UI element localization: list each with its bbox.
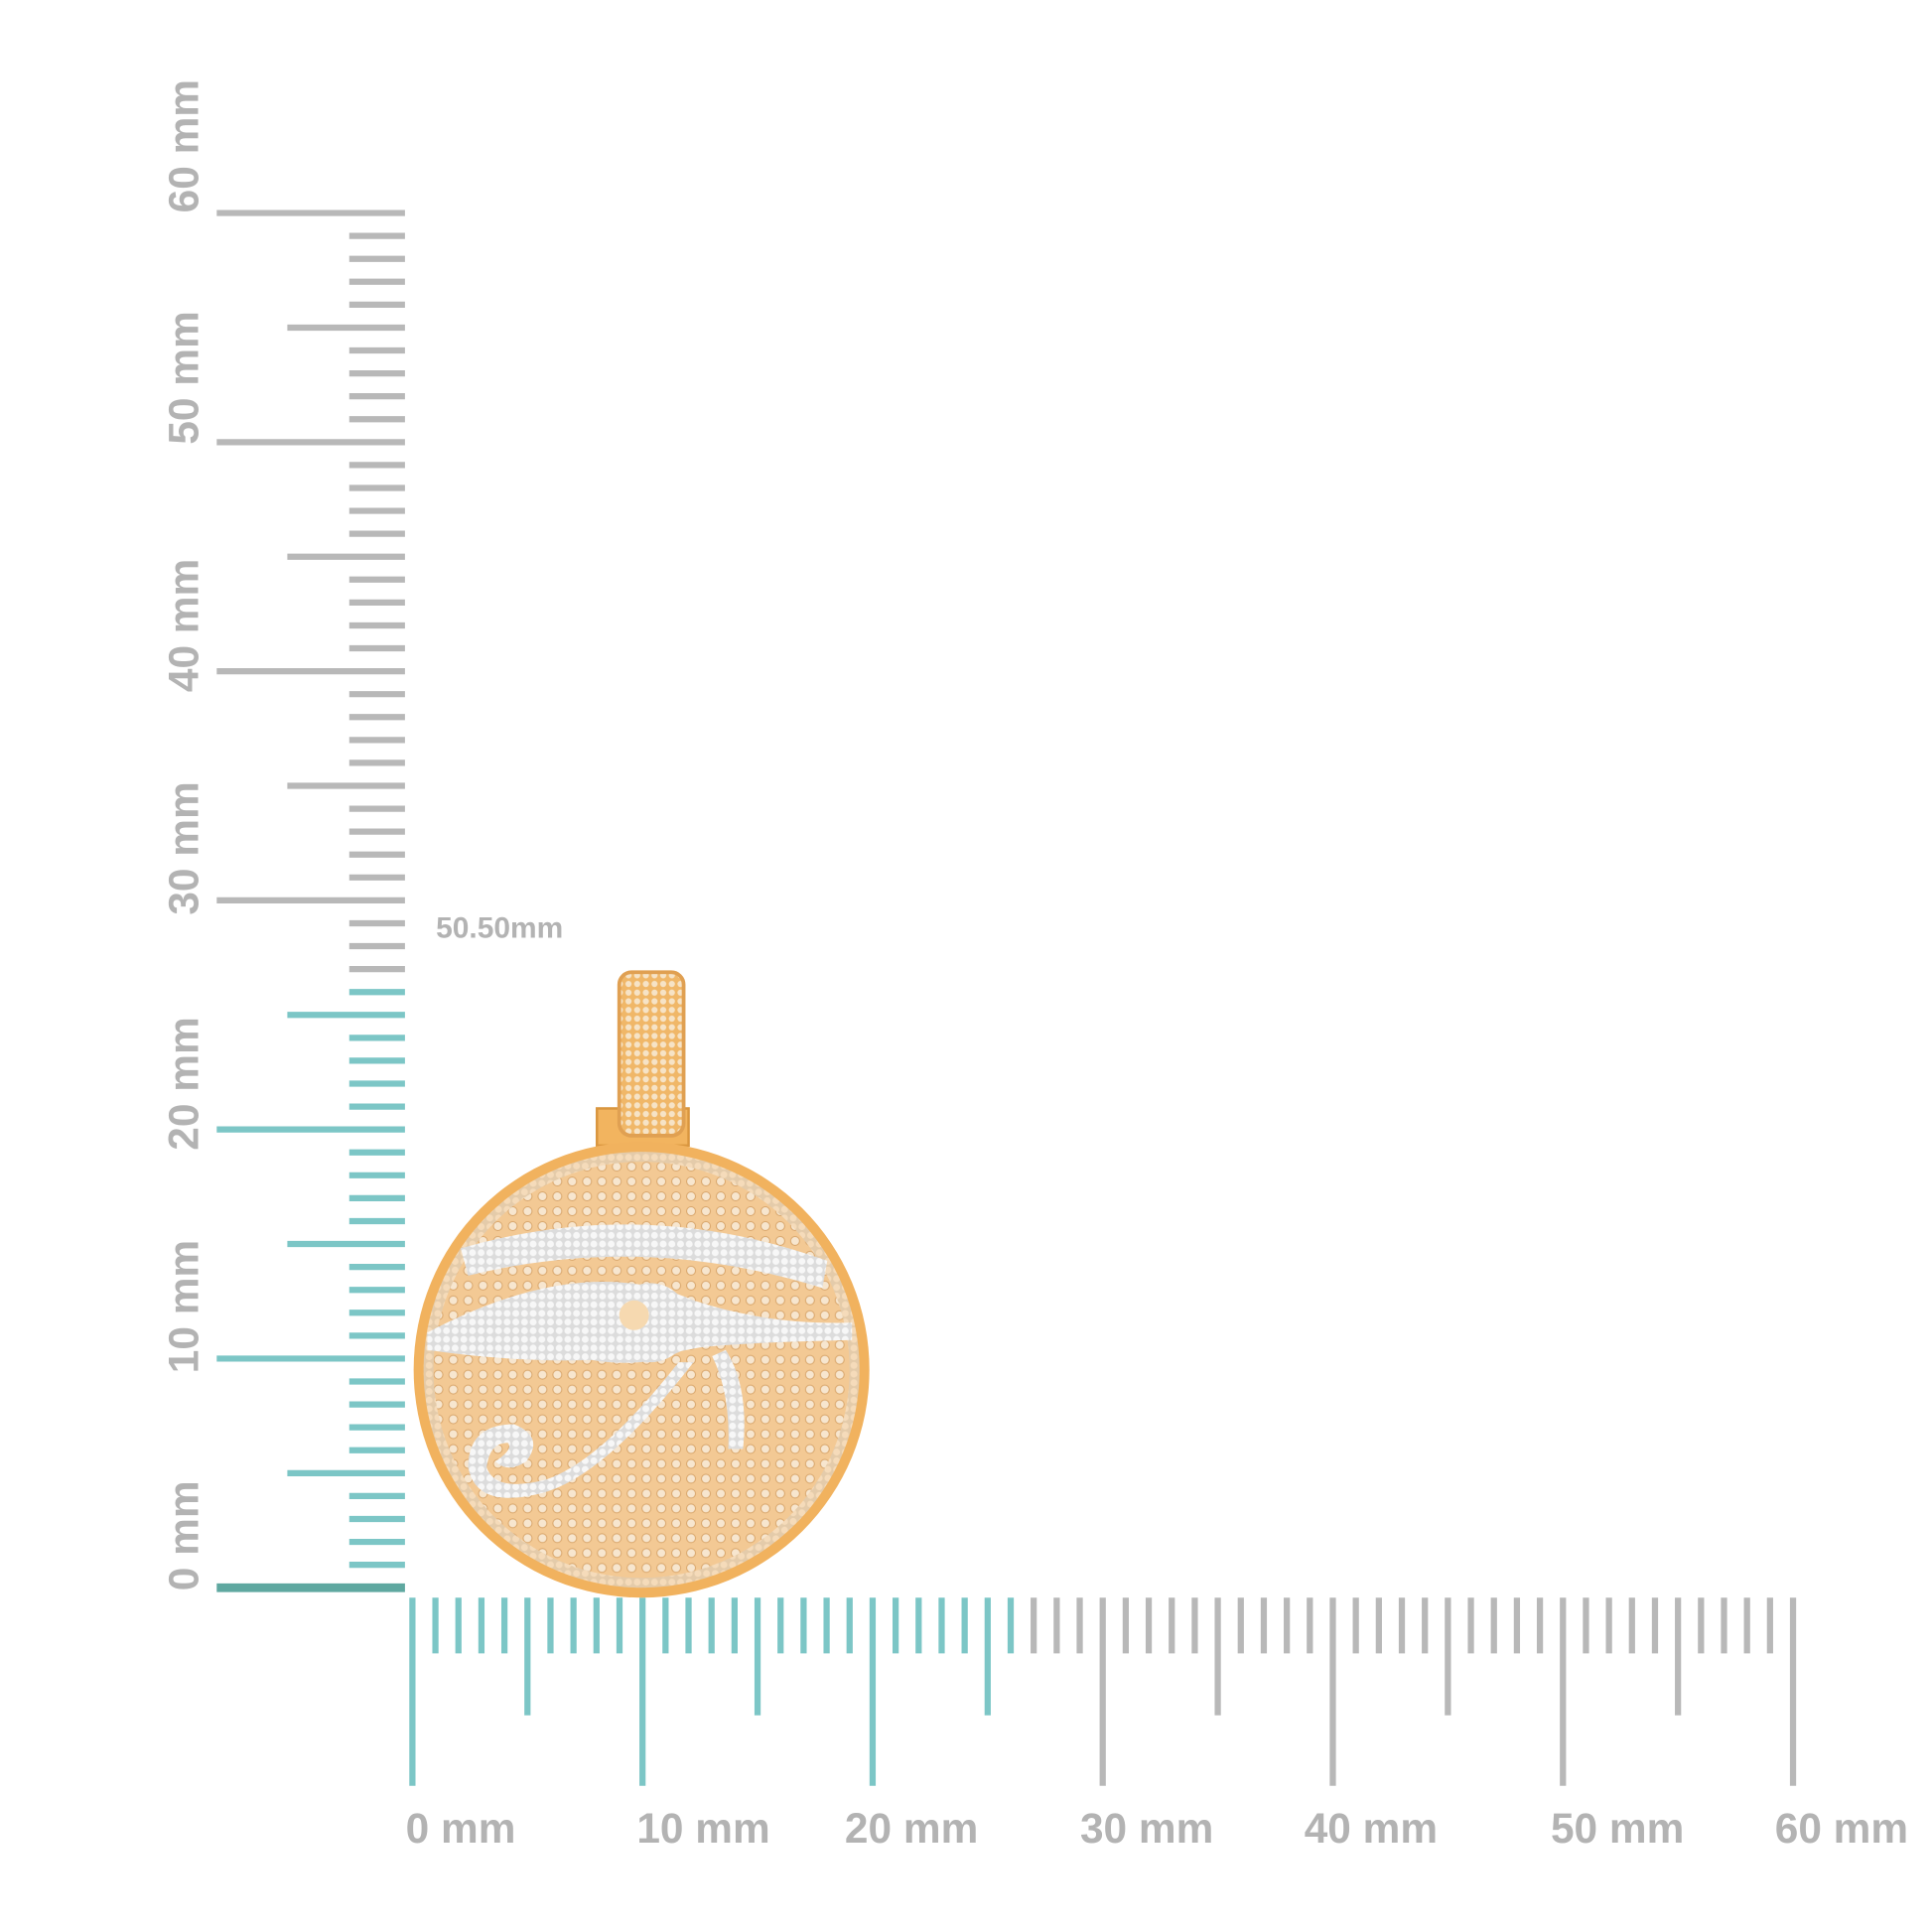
x-ruler-label: 50 mm: [1551, 1805, 1684, 1852]
dimension-label: 50.50mm: [436, 911, 563, 944]
y-ruler-label: 10 mm: [161, 1240, 207, 1373]
teardrop: [712, 1349, 745, 1449]
x-ruler-label: 0 mm: [406, 1805, 516, 1852]
x-ruler-label: 40 mm: [1305, 1805, 1438, 1852]
y-ruler-label: 50 mm: [161, 311, 207, 444]
y-ruler-label: 40 mm: [161, 559, 207, 692]
rulers: 0 mm 10 mm 20 mm 30 mm 40 mm 50 mm 60 mm 0 mm 10…: [161, 79, 1909, 1852]
pendant-face: [433, 1162, 850, 1579]
x-ruler-label: 30 mm: [1080, 1805, 1213, 1852]
x-ruler-label: 60 mm: [1775, 1805, 1908, 1852]
bail: [617, 970, 686, 1138]
x-ruler-label: 10 mm: [636, 1805, 769, 1852]
y-ruler-label: 60 mm: [161, 79, 207, 212]
pupil: [619, 1300, 649, 1330]
y-ruler-label: 20 mm: [161, 1017, 207, 1150]
y-ruler-label: 0 mm: [161, 1480, 207, 1590]
eyebrow: [461, 1224, 828, 1289]
y-ruler-label: 30 mm: [161, 781, 207, 914]
x-ruler-label: 20 mm: [845, 1805, 978, 1852]
pendant: [413, 970, 870, 1598]
spiral: [468, 1362, 694, 1498]
